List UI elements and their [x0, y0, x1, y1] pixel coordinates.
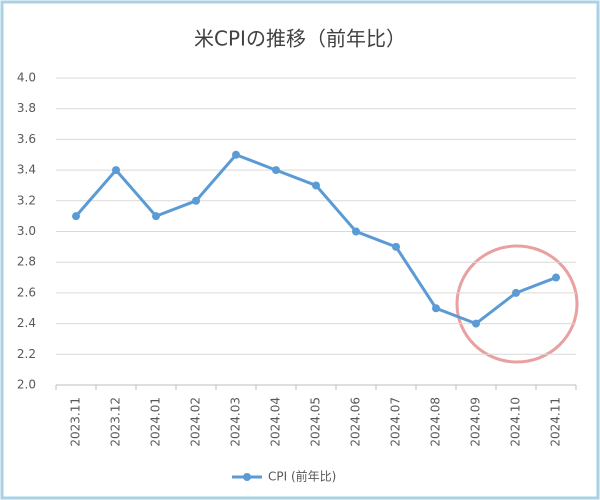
data-point	[392, 242, 400, 251]
data-point	[352, 227, 360, 236]
x-tick-label: 2024.01	[149, 397, 163, 447]
x-tick-label: 2024.08	[429, 397, 443, 447]
x-tick-label: 2024.07	[389, 397, 403, 447]
y-tick-label: 3.2	[17, 193, 36, 207]
x-tick-label: 2024.05	[309, 397, 323, 447]
x-tick-label: 2024.06	[349, 397, 363, 447]
y-tick-label: 3.0	[17, 224, 36, 238]
x-tick-label: 2023.11	[69, 397, 83, 447]
y-tick-label: 2.4	[17, 316, 36, 330]
data-point	[272, 166, 280, 175]
data-point	[472, 319, 480, 328]
y-tick-label: 3.4	[17, 163, 36, 177]
legend-label: CPI (前年比)	[268, 469, 336, 484]
x-tick-label: 2024.10	[509, 397, 523, 447]
y-tick-label: 2.0	[17, 378, 36, 392]
x-tick-label: 2024.04	[269, 397, 283, 447]
highlight-circle	[455, 244, 579, 364]
x-tick-label: 2024.09	[469, 397, 483, 447]
data-point	[512, 288, 520, 297]
x-tick-label: 2024.03	[229, 397, 243, 447]
data-point	[432, 304, 440, 313]
y-tick-label: 2.2	[17, 347, 36, 361]
data-point	[312, 181, 320, 190]
data-point	[232, 150, 240, 159]
x-tick-label: 2024.02	[189, 397, 203, 447]
chart-title: 米CPIの推移（前年比）	[194, 27, 406, 51]
data-point	[112, 166, 120, 175]
y-tick-label: 4.0	[17, 71, 36, 85]
y-tick-label: 3.8	[17, 101, 36, 115]
data-point	[192, 196, 200, 205]
data-point	[552, 273, 560, 282]
legend-marker	[243, 473, 251, 481]
data-point	[72, 212, 80, 221]
x-tick-label: 2024.11	[549, 397, 563, 447]
data-point	[152, 212, 160, 221]
y-tick-label: 2.8	[17, 255, 36, 269]
y-tick-label: 3.6	[17, 132, 36, 146]
x-tick-label: 2023.12	[109, 397, 123, 447]
y-tick-label: 2.6	[17, 285, 36, 299]
